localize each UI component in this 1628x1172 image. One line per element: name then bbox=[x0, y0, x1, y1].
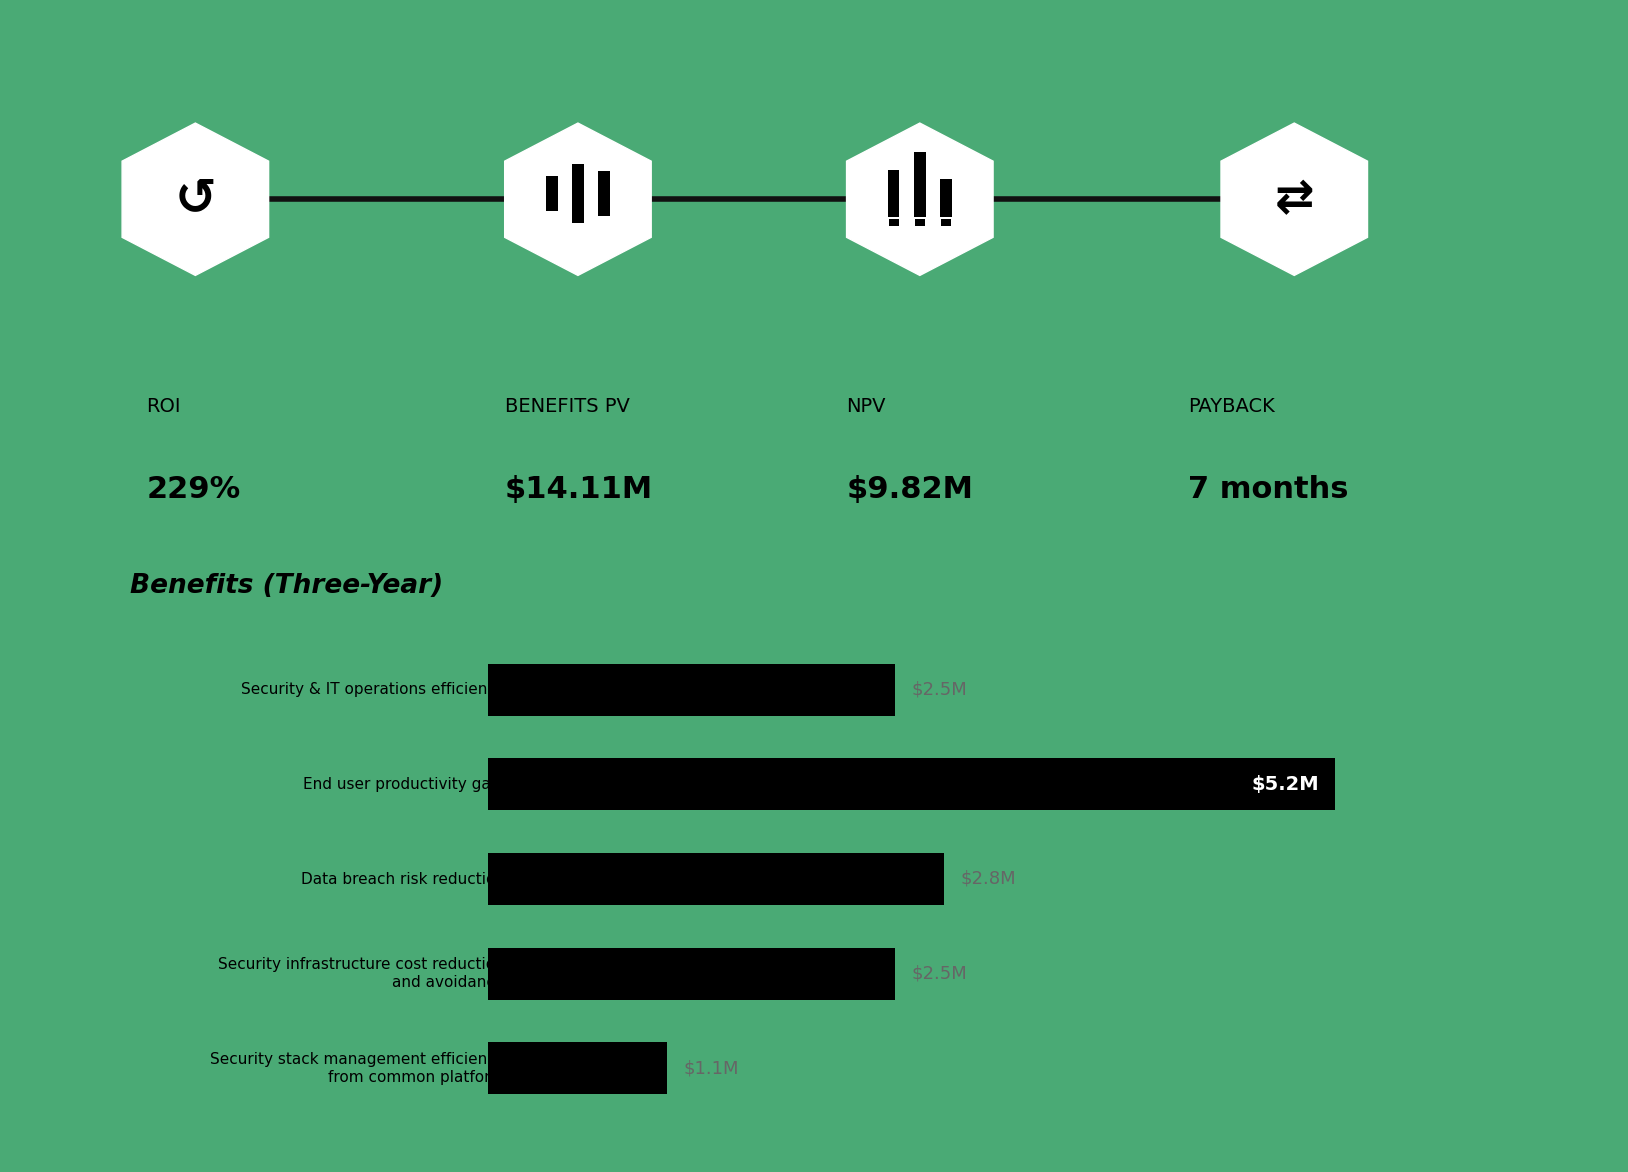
Bar bbox=[889, 170, 899, 217]
Text: Security stack management efficiency
from common platform: Security stack management efficiency fro… bbox=[210, 1052, 505, 1084]
Text: $2.5M: $2.5M bbox=[912, 965, 967, 982]
Text: ⇄: ⇄ bbox=[1275, 177, 1314, 222]
Text: 229%: 229% bbox=[147, 475, 241, 504]
Text: NPV: NPV bbox=[847, 397, 886, 416]
Bar bbox=[488, 853, 944, 905]
Text: ↺: ↺ bbox=[174, 176, 217, 223]
Text: $5.2M: $5.2M bbox=[1250, 775, 1319, 793]
Text: PAYBACK: PAYBACK bbox=[1188, 397, 1275, 416]
Bar bbox=[915, 219, 925, 226]
Bar bbox=[488, 758, 1335, 810]
Text: $9.82M: $9.82M bbox=[847, 475, 974, 504]
Bar bbox=[488, 663, 895, 716]
Text: Data breach risk reduction: Data breach risk reduction bbox=[301, 872, 505, 886]
Bar bbox=[941, 179, 951, 217]
Bar bbox=[889, 219, 899, 226]
Bar bbox=[488, 948, 895, 1000]
Text: $2.5M: $2.5M bbox=[912, 681, 967, 699]
Bar bbox=[915, 152, 925, 217]
Bar bbox=[545, 176, 557, 211]
Polygon shape bbox=[505, 123, 651, 275]
Polygon shape bbox=[1221, 123, 1368, 275]
Text: $1.1M: $1.1M bbox=[684, 1059, 739, 1077]
Polygon shape bbox=[122, 123, 269, 275]
Text: Benefits (Three-Year): Benefits (Three-Year) bbox=[130, 573, 443, 599]
Bar bbox=[599, 171, 609, 216]
Text: End user productivity gain: End user productivity gain bbox=[303, 777, 505, 792]
Text: $2.8M: $2.8M bbox=[961, 870, 1016, 888]
Text: ROI: ROI bbox=[147, 397, 181, 416]
Text: BENEFITS PV: BENEFITS PV bbox=[505, 397, 630, 416]
Bar bbox=[941, 219, 951, 226]
Bar bbox=[573, 164, 583, 223]
Polygon shape bbox=[847, 123, 993, 275]
Text: Security & IT operations efficiency: Security & IT operations efficiency bbox=[241, 682, 505, 697]
Text: Security infrastructure cost reduction
and avoidance: Security infrastructure cost reduction a… bbox=[218, 958, 505, 990]
Text: $14.11M: $14.11M bbox=[505, 475, 653, 504]
Bar bbox=[488, 1042, 667, 1095]
Text: 7 months: 7 months bbox=[1188, 475, 1350, 504]
